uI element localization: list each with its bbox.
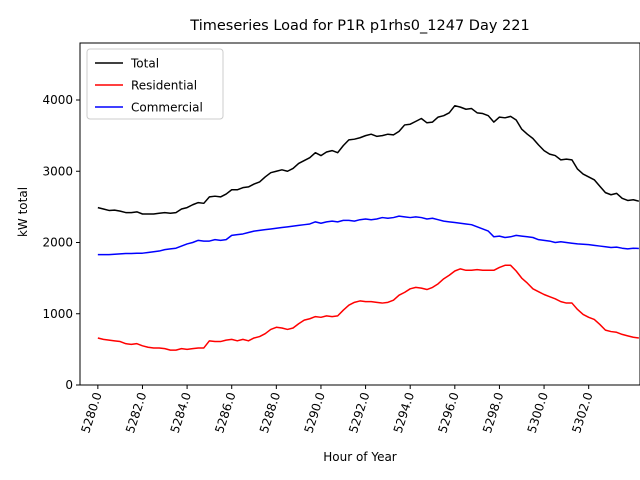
- legend-label-total: Total: [130, 57, 159, 71]
- y-tick-label: 3000: [42, 164, 73, 178]
- y-tick-label: 4000: [42, 93, 73, 107]
- legend-label-commercial: Commercial: [131, 101, 203, 115]
- y-tick-label: 1000: [42, 307, 73, 321]
- legend: Total Residential Commercial: [86, 48, 224, 120]
- chart-title: Timeseries Load for P1R p1rhs0_1247 Day …: [189, 18, 529, 34]
- series-line-commercial: [97, 215, 639, 256]
- series-line-residential: [97, 264, 639, 351]
- y-axis-label: kW total: [16, 187, 30, 237]
- axes-frame: [79, 42, 640, 386]
- legend-box: [86, 48, 224, 120]
- series-line-total: [97, 104, 640, 215]
- x-axis-label: Hour of Year: [323, 450, 397, 464]
- y-tick-label: 0: [65, 378, 73, 392]
- y-tick-label: 2000: [42, 236, 73, 250]
- legend-label-residential: Residential: [131, 79, 197, 93]
